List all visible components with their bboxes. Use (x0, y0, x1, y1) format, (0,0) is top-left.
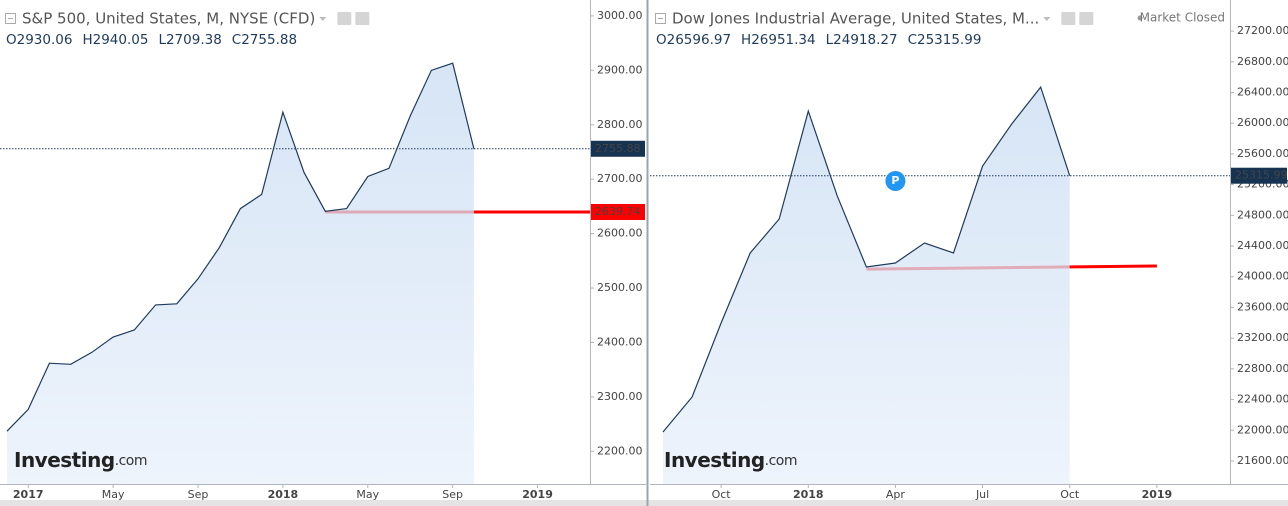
title-dropdown (1043, 17, 1051, 21)
ohlc-value: L2709.38 (158, 32, 221, 48)
x-tick-label: May (356, 488, 379, 501)
header-icon (1061, 12, 1076, 25)
chart-title: Dow Jones Industrial Average, United Sta… (672, 10, 1039, 28)
market-status: Market Closed (1140, 11, 1225, 25)
y-tick-label: 21600.00 (1237, 454, 1288, 467)
x-tick-label: Sep (188, 488, 209, 501)
header-icon (1079, 12, 1094, 25)
price-label-box (1231, 167, 1287, 184)
ohlc-value: H2940.05 (82, 32, 148, 48)
logo-main: Investing (664, 448, 765, 472)
area-fill (663, 87, 1070, 484)
x-tick-label: 2017 (13, 488, 44, 501)
ohlc-value: C25315.99 (908, 32, 982, 48)
x-tick-label: 2018 (268, 488, 299, 501)
y-tick-label: 26800.00 (1237, 55, 1288, 68)
logo: Investing.com (14, 448, 147, 472)
y-tick-label: 22800.00 (1237, 362, 1288, 375)
collapse-icon (655, 13, 666, 24)
y-tick-label: 2800.00 (597, 118, 643, 131)
bottom-strip (0, 500, 1288, 506)
y-tick-label: 22000.00 (1237, 423, 1288, 436)
x-tick-label: Oct (1060, 488, 1080, 501)
header-icon (337, 12, 352, 25)
y-tick-label: 24800.00 (1237, 208, 1288, 221)
event-marker (885, 171, 906, 191)
logo-suffix: .com (765, 453, 797, 469)
price-label: 2755.88 (595, 142, 641, 155)
y-tick-label: 2500.00 (597, 281, 643, 294)
y-tick-label: 2300.00 (597, 390, 643, 403)
x-tick-label: Sep (442, 488, 463, 501)
y-tick-label: 23600.00 (1237, 300, 1288, 313)
ohlc-value: O2930.06 (6, 32, 72, 48)
x-tick-label: May (102, 488, 125, 501)
ohlc-value: C2755.88 (232, 32, 297, 48)
x-tick-label: 2019 (522, 488, 553, 501)
logo-main: Investing (14, 448, 115, 472)
ohlc-value: O26596.97 (656, 32, 731, 48)
x-tick-label: 2018 (793, 488, 824, 501)
collapse-icon (5, 13, 16, 24)
y-tick-label: 25600.00 (1237, 147, 1288, 160)
price-label: 25315.99 (1235, 169, 1288, 182)
title-dropdown (319, 17, 327, 21)
y-tick-label: 3000.00 (597, 9, 643, 22)
ohlc-value: H26951.34 (741, 32, 816, 48)
price-label-box (591, 140, 645, 157)
y-tick-label: 24000.00 (1237, 270, 1288, 283)
status-dot (1137, 15, 1143, 21)
y-tick-label: 23200.00 (1237, 331, 1288, 344)
x-tick-label: 2019 (1142, 488, 1173, 501)
support-label-box (591, 203, 645, 220)
y-tick-label: 2900.00 (597, 63, 643, 76)
y-tick-label: 2400.00 (597, 335, 643, 348)
x-tick-label: Jul (975, 488, 989, 501)
header-icon (355, 12, 370, 25)
y-tick-label: 26400.00 (1237, 86, 1288, 99)
y-tick-label: 27200.00 (1237, 24, 1288, 37)
area-fill (7, 63, 474, 484)
area-line (6, 62, 475, 432)
y-tick-label: 2600.00 (597, 227, 643, 240)
ohlc-value: L24918.27 (826, 32, 898, 48)
logo: Investing.com (664, 448, 797, 472)
y-tick-label: 26000.00 (1237, 116, 1288, 129)
y-tick-label: 2700.00 (597, 172, 643, 185)
support-label: 2639.74 (595, 205, 641, 218)
event-marker-label: P (891, 174, 899, 187)
y-tick-label: 22400.00 (1237, 393, 1288, 406)
x-tick-label: Apr (886, 488, 906, 501)
y-tick-label: 2200.00 (597, 444, 643, 457)
area-line (662, 85, 1071, 433)
y-tick-label: 24400.00 (1237, 239, 1288, 252)
logo-suffix: .com (115, 453, 147, 469)
x-tick-label: Oct (712, 488, 732, 501)
chart-title: S&P 500, United States, M, NYSE (CFD) (22, 10, 315, 28)
